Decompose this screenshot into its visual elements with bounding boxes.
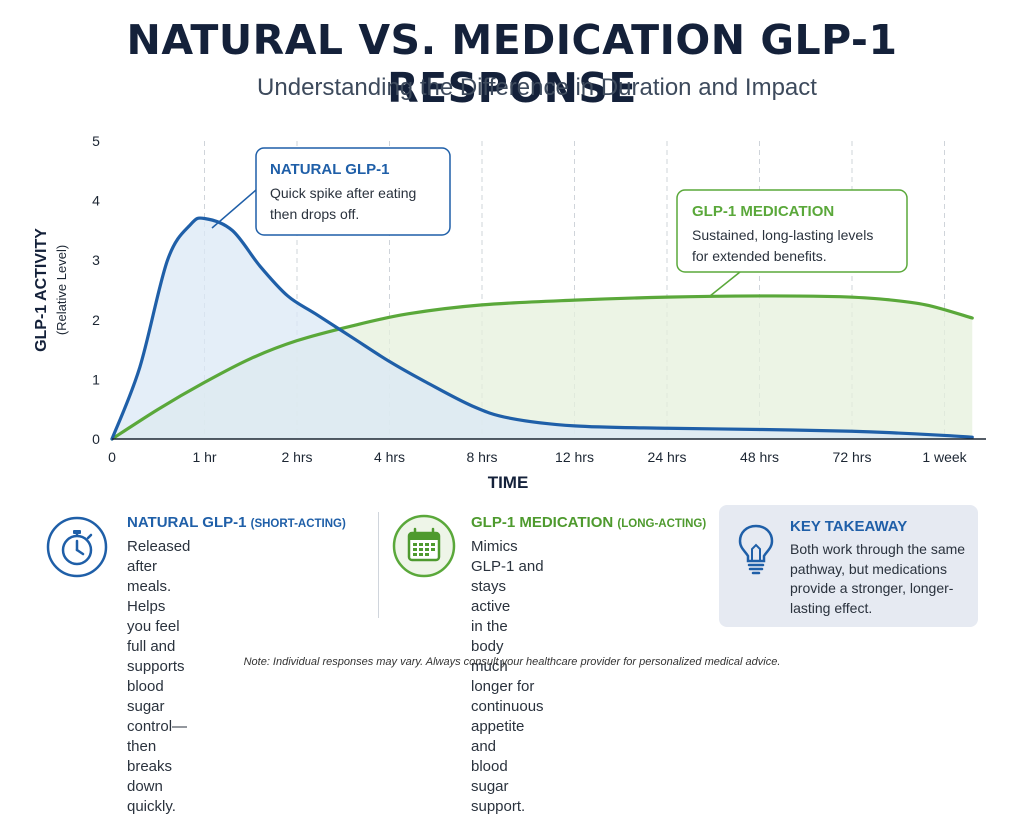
annotation-leader <box>211 189 257 229</box>
chart-annotations: NATURAL GLP-1 Quick spike after eating the… <box>211 147 908 297</box>
takeaway-line: Both work through the same <box>790 541 966 557</box>
page-subtitle: Understanding the Difference in Duration… <box>257 74 817 101</box>
chart-axes: 0 1 2 3 4 5 0 1 hr 2 hrs 4 hrs 8 hrs 12 hrs 24 hrs 48… <box>33 133 986 492</box>
annotation-text: Sustained, long-lasting levels <box>692 227 873 243</box>
panel-natural-line: breaks down quickly. <box>127 758 176 815</box>
takeaway-title: KEY TAKEAWAY <box>790 518 908 535</box>
disclaimer-note: Note: Individual responses may vary. Alw… <box>243 656 781 668</box>
x-tick-label: 0 <box>108 449 116 465</box>
calendar-icon <box>392 514 456 578</box>
panel-natural-title: NATURAL GLP-1 (SHORT-ACTING) <box>127 514 346 531</box>
panel-medication-line: continuous appetite and <box>471 698 544 755</box>
series-line <box>110 294 974 441</box>
panel-natural-line: Helps you feel full and supports <box>127 598 185 675</box>
panel-natural-line: blood sugar control—then <box>127 678 188 755</box>
panel-medication-line: blood sugar support. <box>471 758 526 815</box>
chart-areas <box>112 218 973 439</box>
annotation-title: NATURAL GLP-1 <box>270 161 389 178</box>
x-axis-label: TIME <box>488 473 529 492</box>
y-tick-label: 3 <box>92 252 100 268</box>
takeaway-line: provide a stronger, longer- <box>790 580 954 596</box>
x-tick-label: 1 week <box>922 449 967 465</box>
panel-natural-title-text: NATURAL GLP-1 <box>127 514 247 531</box>
takeaway-line: pathway, but medications <box>790 560 947 577</box>
panel-medication-line: Mimics GLP-1 and stays active <box>471 538 544 615</box>
y-tick-label: 1 <box>92 371 100 387</box>
x-tick-label: 72 hrs <box>833 449 872 465</box>
x-tick-label: 12 hrs <box>555 449 594 465</box>
stopwatch-icon <box>46 516 108 578</box>
panel-natural-text: Released after meals. Helps you feel ful… <box>127 537 190 817</box>
annotation-leader <box>709 271 741 297</box>
panel-divider <box>378 512 379 618</box>
y-tick-label: 4 <box>92 193 100 209</box>
chart-lines <box>110 216 974 441</box>
panel-medication-title: GLP-1 MEDICATION (LONG-ACTING) <box>471 514 706 531</box>
annotation-text: for extended benefits. <box>692 248 827 264</box>
x-tick-label: 8 hrs <box>466 449 497 465</box>
x-tick-label: 2 hrs <box>281 449 312 465</box>
x-tick-label: 1 hr <box>192 449 216 465</box>
x-tick-label: 24 hrs <box>648 449 687 465</box>
takeaway-text: Both work through the same pathway, but … <box>790 540 965 618</box>
lightbulb-icon <box>738 524 774 575</box>
panel-medication-text: Mimics GLP-1 and stays active in the bod… <box>471 537 544 817</box>
panel-medication-title-text: GLP-1 MEDICATION <box>471 514 614 531</box>
y-axis-sublabel: (Relative Level) <box>54 245 69 335</box>
annotation-box <box>676 189 908 273</box>
series-area <box>112 218 973 439</box>
panel-medication-tag: (LONG-ACTING) <box>617 518 707 530</box>
page-title: NATURAL VS. MEDICATION GLP-1 RESPONSE <box>126 16 898 112</box>
series-line <box>110 216 974 441</box>
annotation-text: Quick spike after eating <box>270 185 416 201</box>
panel-natural-line: Released after meals. <box>127 538 191 595</box>
glp1-chart: 0 1 2 3 4 5 0 1 hr 2 hrs 4 hrs 8 hrs 12 hrs 24 hrs 48… <box>33 133 986 492</box>
takeaway-line: lasting effect. <box>790 599 873 616</box>
y-axis-label: GLP-1 ACTIVITY <box>33 228 50 352</box>
annotation-title: GLP-1 MEDICATION <box>692 203 834 220</box>
y-tick-label: 5 <box>92 133 100 149</box>
annotation-text: then drops off. <box>270 206 359 222</box>
panel-natural-tag: (SHORT-ACTING) <box>250 518 346 530</box>
y-tick-label: 2 <box>92 312 100 328</box>
annotation-box <box>255 147 451 236</box>
y-tick-label: 0 <box>92 431 100 447</box>
x-tick-label: 48 hrs <box>740 449 779 465</box>
x-tick-label: 4 hrs <box>374 449 405 465</box>
